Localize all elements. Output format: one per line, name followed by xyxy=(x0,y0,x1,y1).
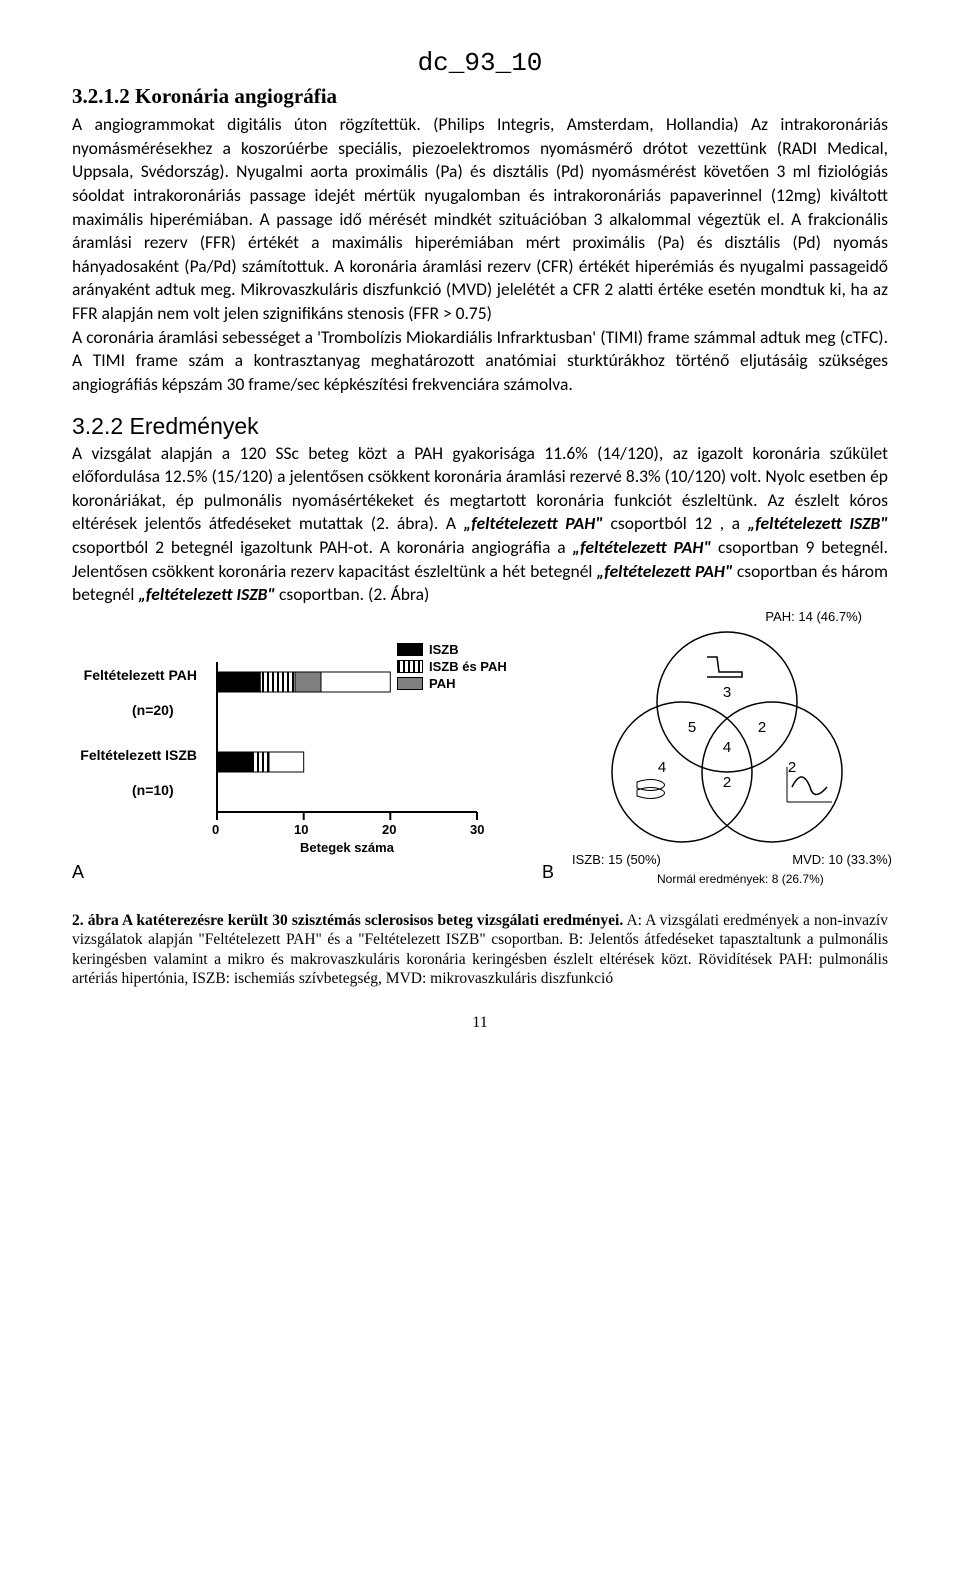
barcat-pah-n: (n=20) xyxy=(132,702,174,718)
barcat-iszb-label: Feltételezett ISZB xyxy=(72,747,197,763)
xtick-20: 20 xyxy=(382,822,396,837)
venn-right: 2 xyxy=(788,759,796,776)
section-322-p1: A vizsgálat alapján a 120 SSc beteg közt… xyxy=(72,442,888,607)
doc-code: dc_93_10 xyxy=(72,48,888,78)
venn-right-label: MVD: 10 (33.3%) xyxy=(792,852,892,867)
venn-top: 3 xyxy=(723,684,731,701)
page-number: 11 xyxy=(72,1014,888,1032)
emphasis: „feltételezett PAH" xyxy=(597,560,733,582)
section-322-title: 3.2.2 Eredmények xyxy=(72,413,888,440)
legend-swatch-iszb-pah xyxy=(397,660,423,673)
emphasis: „feltételezett ISZB" xyxy=(748,512,888,534)
x-axis-title: Betegek száma xyxy=(272,840,422,855)
venn-topleft: 5 xyxy=(688,719,696,736)
barcat-pah-label: Feltételezett PAH xyxy=(72,667,197,683)
emphasis: „feltételezett ISZB" xyxy=(138,583,275,605)
venn-topright: 2 xyxy=(758,719,766,736)
venn-left-label: ISZB: 15 (50%) xyxy=(572,852,661,867)
legend-pah: PAH xyxy=(429,676,455,691)
emphasis: „feltételezett PAH" xyxy=(572,536,711,558)
emphasis: „feltételezett PAH" xyxy=(464,512,603,534)
venn-svg: 3 5 2 4 4 2 2 xyxy=(562,617,892,867)
legend-iszb-pah: ISZB és PAH xyxy=(429,659,507,674)
xtick-30: 30 xyxy=(470,822,484,837)
legend-swatch-iszb xyxy=(397,643,423,656)
section-3212-p1: A angiogrammokat digitális úton rögzítet… xyxy=(72,113,888,326)
legend-iszb: ISZB xyxy=(429,642,459,657)
caption-lead: 2. ábra A katéterezésre került 30 sziszt… xyxy=(72,912,623,929)
venn-panel: PAH: 14 (46.7%) 3 5 2 xyxy=(562,617,892,897)
panel-a-label: A xyxy=(72,862,84,883)
venn-center: 4 xyxy=(723,739,731,756)
legend: ISZB ISZB és PAH PAH xyxy=(397,642,507,693)
section-3212-p2: A coronária áramlási sebességet a 'Tromb… xyxy=(72,326,888,397)
xtick-0: 0 xyxy=(212,822,219,837)
panel-b-label: B xyxy=(542,862,554,883)
venn-bottom-label: Normál eredmények: 8 (26.7%) xyxy=(657,872,824,886)
figure-caption: 2. ábra A katéterezésre került 30 sziszt… xyxy=(72,911,888,989)
figure-2: Feltételezett PAH (n=20) Feltételezett I… xyxy=(72,617,888,907)
venn-title-top: PAH: 14 (46.7%) xyxy=(765,609,862,624)
barcat-iszb-n: (n=10) xyxy=(132,782,174,798)
venn-left: 4 xyxy=(658,759,666,776)
legend-swatch-pah xyxy=(397,677,423,690)
xtick-10: 10 xyxy=(294,822,308,837)
venn-leftright: 2 xyxy=(723,774,731,791)
section-3212-title: 3.2.1.2 Koronária angiográfia xyxy=(72,84,888,109)
